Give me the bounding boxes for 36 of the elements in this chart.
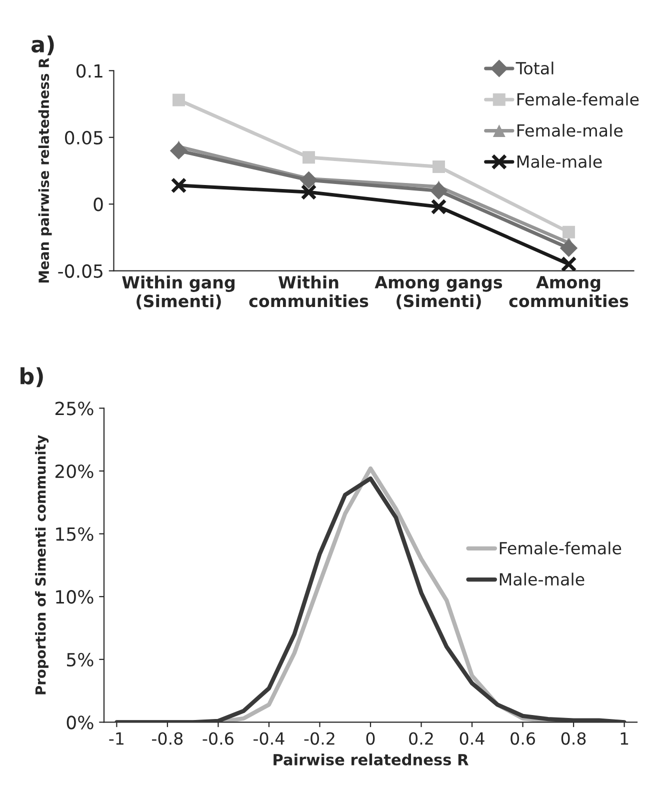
legend-label: Female-female — [517, 92, 639, 106]
y-tick-label: -0.05 — [58, 264, 102, 278]
chart-title: a) — [32, 35, 54, 56]
x-tick-label: -0.2 — [304, 732, 334, 745]
x-tick-label: Within communities — [249, 276, 368, 308]
x-tick-label: -1 — [109, 732, 124, 745]
y-tick-label: 20% — [55, 464, 94, 478]
x-tick-label: -0.8 — [152, 732, 183, 745]
x-axis-title: Pairwise relatedness R — [274, 754, 468, 766]
y-tick-label: 0% — [66, 716, 94, 730]
legend-label: Female-male — [517, 124, 623, 137]
x-tick-label: 1 — [620, 732, 628, 745]
x-tick-label: -0.6 — [202, 732, 234, 745]
legend-label: Male-male — [500, 572, 584, 586]
y-tick-label: 0 — [94, 198, 103, 212]
x-tick-label: 0.4 — [460, 732, 484, 745]
y-axis-title: Proportion of Simenti community — [35, 435, 49, 694]
x-tick-label: Among communities — [509, 276, 628, 308]
x-tick-label: -0.4 — [254, 732, 284, 745]
x-tick-label: Among gangs (Simenti) — [374, 276, 502, 310]
x-tick-label: 0 — [366, 732, 375, 745]
y-tick-label: 10% — [56, 590, 94, 604]
y-tick-label: 0.05 — [65, 130, 102, 144]
y-tick-label: 25% — [55, 402, 94, 416]
legend-label: Female-female — [500, 542, 622, 554]
x-tick-label: 0.2 — [409, 732, 433, 745]
y-tick-label: 0.1 — [76, 64, 102, 78]
x-tick-label: Within gang (Simenti) — [122, 276, 234, 310]
y-tick-label: 5% — [67, 652, 94, 667]
y-tick-label: 15% — [56, 527, 94, 541]
legend-label: Total — [516, 62, 554, 75]
legend-label: Male-male — [517, 155, 602, 168]
x-tick-label: 0.6 — [510, 732, 535, 745]
chart-title: b) — [20, 367, 43, 388]
y-axis-title: Mean pairwise relatedness R — [38, 58, 52, 283]
x-tick-label: 0.8 — [561, 732, 586, 745]
